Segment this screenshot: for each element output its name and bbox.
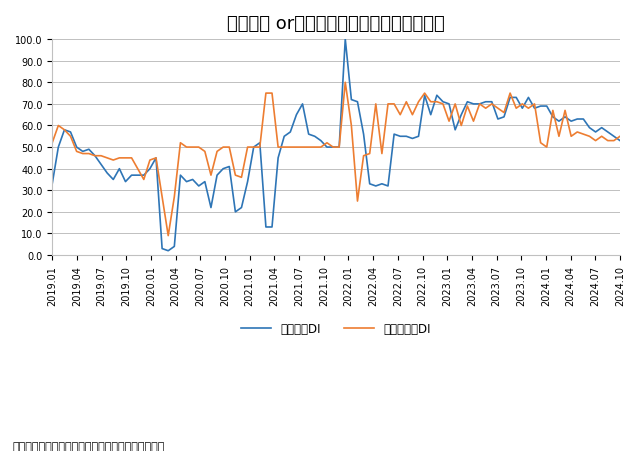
現状判断DI [164,249,172,254]
現状判断DI [341,37,349,43]
先行き判断DI [201,149,209,155]
Legend: 現状判断DI, 先行き判断DI: 現状判断DI, 先行き判断DI [237,318,436,340]
先行き判断DI [164,233,172,239]
先行き判断DI [341,80,349,86]
現状判断DI [403,134,410,140]
先行き判断DI [616,134,624,140]
先行き判断DI [488,102,495,107]
現状判断DI [488,100,495,105]
現状判断DI [275,156,282,161]
Title: 「外国人 orインバウンド」関連ＤＩの推移: 「外国人 orインバウンド」関連ＤＩの推移 [227,15,445,33]
先行き判断DI [292,145,300,151]
先行き判断DI [403,100,410,105]
現状判断DI [49,182,56,187]
Line: 現状判断DI: 現状判断DI [52,40,620,251]
現状判断DI [616,138,624,144]
先行き判断DI [146,158,154,163]
Line: 先行き判断DI: 先行き判断DI [52,83,620,236]
Text: （出所）内閣府「景気ウォッチャー調査」より作成: （出所）内閣府「景気ウォッチャー調査」より作成 [13,441,165,451]
現状判断DI [292,113,300,118]
先行き判断DI [275,145,282,151]
先行き判断DI [49,141,56,146]
現状判断DI [146,166,154,172]
現状判断DI [201,179,209,185]
